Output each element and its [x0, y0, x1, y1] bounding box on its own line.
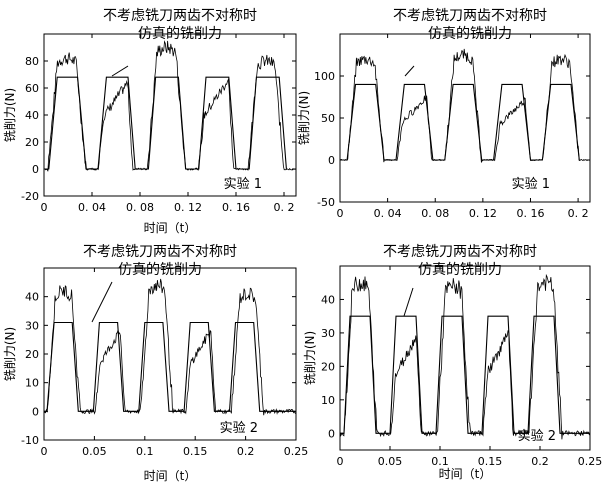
x-tick-label: 0. 08	[126, 201, 154, 214]
legend-label: 实验 1	[512, 176, 550, 192]
y-axis-label: 铣削力(N)	[3, 88, 17, 142]
experiment-series-line	[340, 273, 590, 440]
plot-frame	[43, 33, 297, 197]
y-tick-label: 50	[321, 112, 335, 125]
annotation-line-1: 不考虑铣刀两齿不对称时	[383, 244, 537, 260]
annotation-pointer	[403, 287, 414, 317]
x-axis-label: 时间（t）	[144, 469, 197, 483]
x-tick-label: 0. 2	[568, 207, 589, 220]
annotation-line-2: 仿真的铣削力	[418, 262, 502, 278]
y-axis-label: 铣削力(N)	[3, 327, 17, 381]
legend-label: 实验 2	[518, 428, 556, 444]
y-tick-label: 0	[32, 163, 39, 176]
annotation-line-1: 不考虑铣刀两齿不对称时	[83, 244, 237, 260]
annotation-pointer	[91, 281, 113, 323]
chart-panel-top-right: 0 0. 04 0. 08 0. 12 0. 16 0. 2-50050100铣削力(N)…	[297, 8, 591, 220]
annotation-line-2: 仿真的铣削力	[138, 26, 222, 42]
x-tick-label: 0.15	[183, 445, 208, 458]
y-axis-label: 铣削力(N)	[297, 91, 311, 145]
x-tick-label: 0.1	[136, 445, 154, 458]
annotation-line-1: 不考虑铣刀两齿不对称时	[103, 8, 257, 24]
y-tick-label: 0	[328, 154, 335, 167]
plot-frame	[43, 267, 297, 441]
simulation-series-line	[44, 76, 287, 170]
x-axis-label: 时间（t）	[439, 467, 492, 481]
x-tick-label: 0.25	[284, 445, 309, 458]
annotation-pointer	[404, 65, 415, 77]
x-tick-label: 0.2	[531, 455, 549, 468]
x-tick-label: 0. 04	[374, 207, 402, 220]
y-tick-label: 40	[321, 293, 335, 306]
x-tick-label: 0	[337, 207, 344, 220]
y-tick-label: 80	[25, 55, 39, 68]
x-tick-label: 0	[337, 455, 344, 468]
x-axis-label: 时间（t）	[144, 221, 197, 235]
experiment-series-line	[340, 48, 590, 163]
y-tick-label: 20	[25, 136, 39, 149]
x-tick-label: 0. 2	[274, 201, 295, 214]
experiment-series-line	[44, 278, 296, 416]
annotation-line-1: 不考虑铣刀两齿不对称时	[393, 8, 547, 24]
y-tick-label: 40	[25, 109, 39, 122]
y-tick-label: 20	[25, 348, 39, 361]
plot-frame	[339, 265, 591, 451]
y-tick-label: 60	[25, 82, 39, 95]
y-tick-label: -20	[21, 190, 39, 203]
y-tick-label: 30	[25, 319, 39, 332]
x-tick-label: 0. 16	[516, 207, 544, 220]
experiment-series-line	[44, 40, 296, 172]
simulation-series-line	[340, 315, 590, 434]
y-axis-label: 铣削力(N)	[303, 331, 317, 385]
legend-label: 实验 2	[220, 420, 258, 436]
x-tick-label: 0. 16	[222, 201, 250, 214]
chart-panel-bottom-left: 0 0.05 0.1 0.15 0.2 0.25-10010203040铣削力(N)时间（…	[3, 244, 308, 483]
x-tick-label: 0. 12	[174, 201, 202, 214]
y-tick-label: 20	[321, 360, 335, 373]
annotation-line-2: 仿真的铣削力	[118, 262, 202, 278]
x-tick-label: 0.2	[237, 445, 255, 458]
annotation-pointer	[111, 65, 129, 77]
y-tick-label: 40	[25, 291, 39, 304]
x-tick-label: 0	[41, 445, 48, 458]
y-tick-label: 10	[321, 394, 335, 407]
chart-panel-bottom-right: 0 0.05 0.1 0.15 0.2 0.25 0 10 20 30 40 铣削力(N) 时间（t） 不…	[303, 244, 602, 481]
y-tick-label: 100	[314, 70, 335, 83]
x-tick-label: 0.05	[82, 445, 107, 458]
x-tick-label: 0. 04	[78, 201, 106, 214]
simulation-series-line	[340, 83, 580, 161]
y-tick-label: 0	[328, 427, 335, 440]
x-tick-label: 0. 12	[469, 207, 497, 220]
legend-label: 实验 1	[224, 176, 262, 192]
x-tick-label: 0.25	[578, 455, 603, 468]
x-tick-label: 0.1	[431, 455, 449, 468]
y-tick-label: -50	[317, 196, 335, 209]
x-tick-label: 0.05	[378, 455, 403, 468]
chart-panel-top-left: 0 0. 04 0. 08 0. 12 0. 16 0. 2-20020406080铣削力…	[3, 8, 297, 235]
x-tick-label: 0.15	[478, 455, 503, 468]
y-tick-label: 0	[32, 405, 39, 418]
plot-frame	[339, 33, 591, 203]
simulation-series-line	[44, 321, 296, 412]
y-tick-label: -10	[21, 434, 39, 447]
annotation-line-2: 仿真的铣削力	[428, 26, 512, 42]
y-tick-label: 10	[25, 377, 39, 390]
x-tick-label: 0	[41, 201, 48, 214]
x-tick-label: 0. 08	[421, 207, 449, 220]
y-tick-label: 30	[321, 327, 335, 340]
